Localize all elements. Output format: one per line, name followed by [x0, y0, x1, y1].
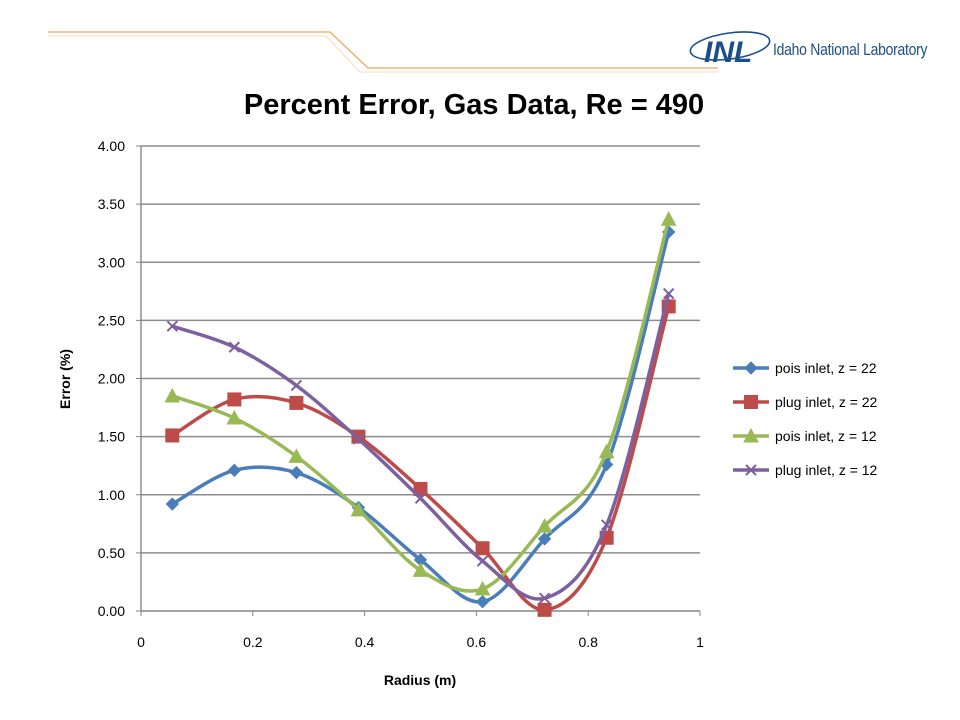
data-point: [165, 497, 180, 511]
legend: pois inlet, z = 22 plug inlet, z = 22 pois…: [733, 360, 878, 478]
series-line: [171, 218, 671, 593]
legend-label: pois inlet, z = 12: [775, 428, 877, 444]
y-tick-label: 4.00: [98, 138, 125, 154]
series-line: [171, 231, 671, 604]
x-axis-ticks: 0 0.2 0.4 0.6 0.8 1: [137, 611, 704, 650]
y-tick-label: 0.00: [98, 603, 125, 619]
data-point: [537, 602, 552, 617]
y-axis-ticks: 0.00 0.50 1.00 1.50 2.00 2.50 3.00 3.50 4.00: [98, 138, 141, 619]
data-point: [227, 392, 242, 407]
data-point: [536, 518, 553, 533]
data-point: [289, 395, 304, 410]
x-marker-stroke: [352, 433, 365, 445]
series-plug-inlet-z-12: [166, 287, 675, 604]
data-point: [660, 211, 677, 226]
data-point: [475, 594, 490, 609]
data-point: [476, 555, 489, 567]
x-marker-stroke: [600, 519, 613, 531]
data-point: [288, 448, 305, 463]
data-point: [228, 341, 241, 353]
data-point: [662, 287, 675, 300]
x-tick-label: 0.8: [578, 634, 598, 650]
data-point: [290, 379, 303, 392]
data-point: [227, 463, 242, 478]
chart-title: Percent Error, Gas Data, Re = 490: [244, 89, 704, 121]
legend-swatch-marker: [744, 361, 758, 375]
legend-entry: pois inlet, z = 12: [733, 427, 877, 444]
data-point: [475, 541, 490, 556]
legend-swatch-marker: [743, 427, 759, 443]
legend-swatch-marker: [745, 464, 757, 476]
legend-entry: plug inlet, z = 12: [733, 462, 878, 478]
data-point: [412, 562, 429, 577]
series-pois-inlet-z-22: [165, 225, 676, 609]
x-marker-stroke: [538, 592, 551, 604]
y-tick-label: 1.50: [98, 429, 125, 445]
series-layer: [164, 211, 677, 617]
y-tick-label: 1.00: [98, 487, 125, 503]
data-point: [352, 433, 365, 445]
series-pois-inlet-z-12: [164, 211, 677, 596]
data-point: [289, 465, 304, 480]
x-marker-stroke: [290, 379, 303, 392]
legend-swatch-marker: [744, 395, 758, 409]
header-decoration: [48, 31, 718, 73]
header-accent-line-light: [48, 35, 718, 73]
data-point: [598, 443, 615, 459]
data-point: [537, 532, 552, 546]
x-tick-label: 0.4: [355, 634, 375, 650]
data-point: [600, 519, 613, 531]
logo-mark-text: INL: [704, 36, 752, 69]
inl-logo-mark: INL: [689, 31, 771, 69]
legend-entry: pois inlet, z = 22: [733, 360, 877, 376]
y-tick-label: 2.00: [98, 371, 125, 387]
y-tick-label: 0.50: [98, 545, 125, 561]
logo-text: Idaho National Laboratory: [773, 40, 928, 59]
data-point: [164, 387, 181, 403]
x-tick-label: 0.6: [467, 634, 487, 650]
y-tick-label: 2.50: [98, 312, 125, 328]
x-marker-stroke: [745, 464, 757, 476]
x-marker-stroke: [662, 287, 675, 300]
header-accent-line: [48, 31, 718, 69]
data-point: [226, 409, 243, 425]
x-tick-label: 0: [137, 634, 145, 650]
y-tick-label: 3.00: [98, 254, 125, 270]
data-point: [165, 428, 180, 443]
y-axis-title: Error (%): [57, 349, 73, 409]
data-point: [538, 592, 551, 604]
x-axis-title: Radius (m): [384, 672, 456, 688]
data-point: [350, 501, 367, 517]
gridlines: [140, 145, 700, 612]
legend-label: plug inlet, z = 12: [775, 462, 878, 478]
data-point: [413, 481, 428, 496]
data-point: [166, 320, 179, 332]
inl-logo: INL Idaho National Laboratory: [686, 22, 928, 72]
legend-label: plug inlet, z = 22: [775, 394, 878, 410]
x-marker-stroke: [228, 341, 241, 353]
legend-entry: plug inlet, z = 22: [733, 394, 878, 410]
x-marker-stroke: [476, 555, 489, 567]
x-marker-stroke: [414, 492, 427, 504]
data-point: [474, 580, 491, 596]
x-tick-label: 0.2: [243, 634, 263, 650]
data-point: [414, 492, 427, 504]
y-tick-label: 3.50: [98, 196, 125, 212]
legend-label: pois inlet, z = 22: [775, 360, 877, 376]
x-marker-stroke: [166, 320, 179, 332]
x-tick-label: 1: [696, 634, 704, 650]
